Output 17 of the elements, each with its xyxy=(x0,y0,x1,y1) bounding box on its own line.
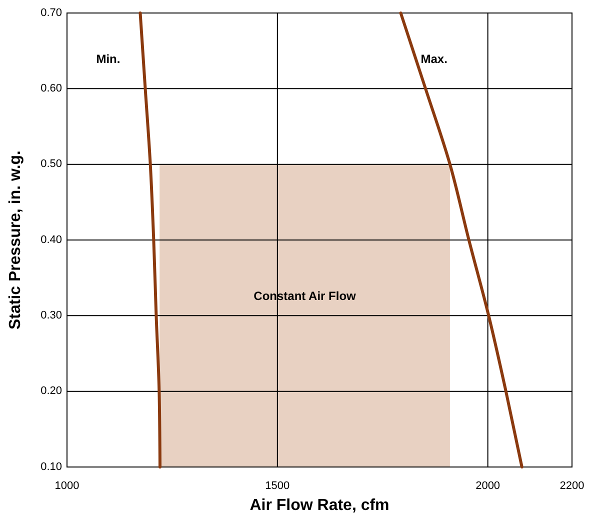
y-tick-label: 0.40 xyxy=(40,234,62,246)
line-series xyxy=(138,12,162,468)
x-tick-label: 1500 xyxy=(265,480,290,492)
x-tick-label: 2000 xyxy=(476,480,500,492)
y-tick-label: 0.20 xyxy=(40,385,62,398)
x-axis-title: Air Flow Rate, cfm xyxy=(250,497,390,514)
x-tick-label: 2200 xyxy=(560,480,584,492)
series-label: Min. xyxy=(96,52,120,66)
y-tick-label: 0.60 xyxy=(40,82,62,95)
y-tick-label: 0.30 xyxy=(40,310,62,322)
y-tick-label: 0.50 xyxy=(40,158,62,170)
y-tick-label: 0.70 xyxy=(40,6,62,19)
y-tick-label: 0.10 xyxy=(40,460,62,473)
series-label: Max. xyxy=(420,52,448,66)
line-series xyxy=(399,12,524,468)
x-tick-label: 1000 xyxy=(54,480,80,492)
y-axis-title: Static Pressure, in. w.g. xyxy=(7,150,24,330)
